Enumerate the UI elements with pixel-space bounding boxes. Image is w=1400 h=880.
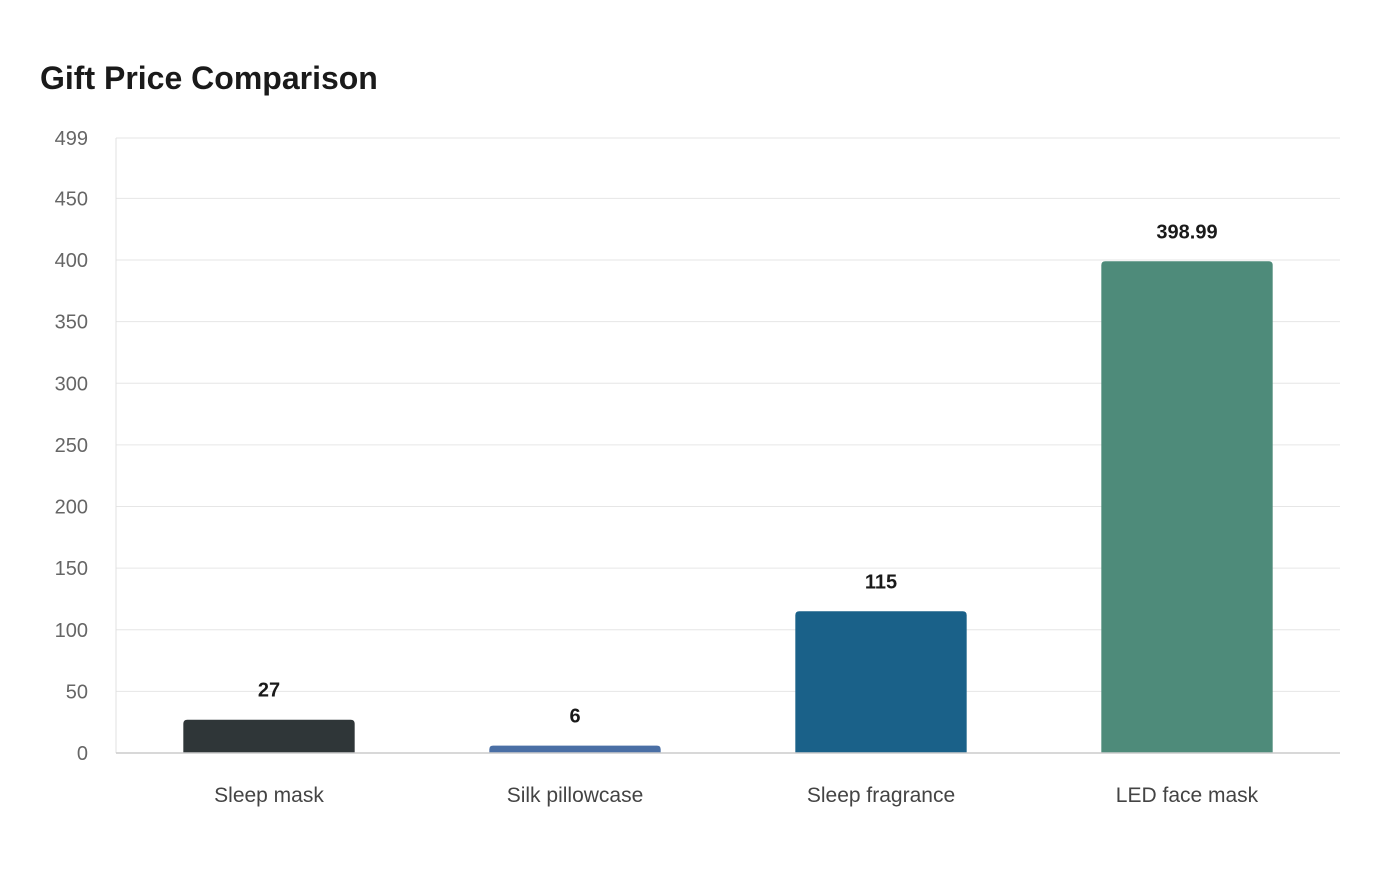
bar (489, 745, 661, 753)
bars (183, 261, 1273, 753)
y-tick-label: 100 (55, 620, 88, 642)
y-tick-label: 400 (55, 250, 88, 272)
y-tick-label: 450 (55, 188, 88, 210)
y-tick-label: 300 (55, 373, 88, 395)
y-tick-label: 499 (55, 128, 88, 150)
x-tick-label: Sleep fragrance (807, 784, 955, 807)
y-tick-label: 50 (66, 681, 88, 703)
value-labels: 27 6 115 398.99 (258, 221, 1218, 727)
x-tick-label: LED face mask (1116, 784, 1259, 807)
data-label: 115 (865, 571, 897, 593)
x-axis: Sleep mask Silk pillowcase Sleep fragrance… (116, 752, 1340, 807)
x-tick-label: Silk pillowcase (507, 784, 644, 807)
data-label: 398.99 (1156, 221, 1217, 243)
data-label: 6 (569, 706, 580, 728)
x-tick-label: Sleep mask (214, 784, 324, 807)
y-tick-label: 350 (55, 312, 88, 334)
y-tick-label: 150 (55, 558, 88, 580)
bar (1101, 261, 1273, 753)
y-axis: 0 50 100 150 200 250 300 350 400 450 499 (55, 128, 117, 765)
y-tick-label: 250 (55, 435, 88, 457)
chart-title: Gift Price Comparison (40, 60, 378, 96)
bar (795, 611, 967, 753)
y-tick-label: 200 (55, 497, 88, 519)
data-label: 27 (258, 680, 280, 702)
y-tick-label: 0 (77, 743, 88, 765)
bar (183, 719, 355, 753)
